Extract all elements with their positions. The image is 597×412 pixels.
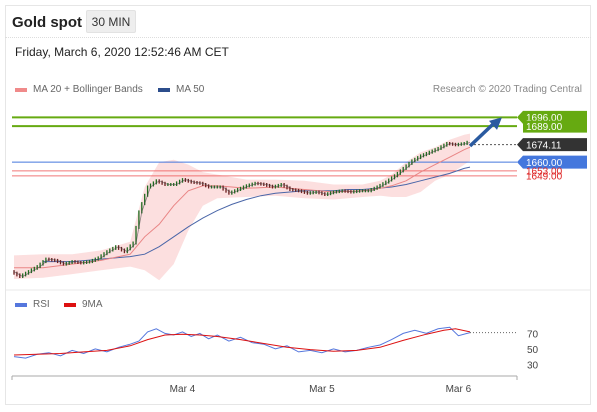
x-tick-label: Mar 4 [170,384,196,395]
legend-rsi-ma-swatch [64,302,76,307]
rsi-tick-50: 50 [527,345,539,356]
x-tick-label: Mar 6 [446,384,472,395]
legend-rsi-ma-label: 9MA [82,299,103,310]
chart-title: Gold spot [12,14,82,31]
bollinger-band-fill [14,133,470,281]
projection-arrow-head [489,117,502,130]
level-label-1649.00: 1649.00 [526,171,563,182]
rsi-ma-line [13,328,471,356]
chart-datetime: Friday, March 6, 2020 12:52:46 AM CET [15,45,229,59]
level-label-1696.00: 1696.00 [526,113,563,124]
level-label-1674.11: 1674.11 [526,140,562,151]
legend-rsi: RSI [15,299,50,310]
level-tag-1674.11 [517,138,587,152]
rsi-line [13,326,471,359]
legend-ma50: MA 50 [158,84,204,95]
research-credit: Research © 2020 Trading Central [432,84,582,95]
legend-ma20-swatch [15,87,27,92]
level-tag-1689.00 [523,120,587,133]
level-label-1689.00: 1689.00 [526,122,563,133]
level-label-1653.00: 1653.00 [526,166,563,177]
rsi-tick-30: 30 [527,360,539,371]
rsi-tick-70: 70 [527,329,539,340]
legend-ma50-swatch [158,87,170,92]
legend-rsi-ma: 9MA [64,299,103,310]
chart-frame [5,5,591,405]
header-separator [5,37,591,38]
legend-ma20-label: MA 20 + Bollinger Bands [33,84,143,95]
projection-arrow-shaft [468,120,498,148]
price-line [13,141,471,277]
ma20-line [14,146,471,269]
level-tag-1660.00 [517,155,587,169]
legend-ma50-label: MA 50 [176,84,205,95]
ma50-line [43,166,471,263]
price-series [13,140,471,278]
legend-rsi-swatch [15,302,27,307]
legend-rsi-label: RSI [33,299,50,310]
level-label-1660.00: 1660.00 [526,158,563,169]
legend-ma20-bollinger: MA 20 + Bollinger Bands [15,84,143,95]
timeframe-button[interactable]: 30 MIN [86,10,136,33]
x-tick-label: Mar 5 [309,384,335,395]
